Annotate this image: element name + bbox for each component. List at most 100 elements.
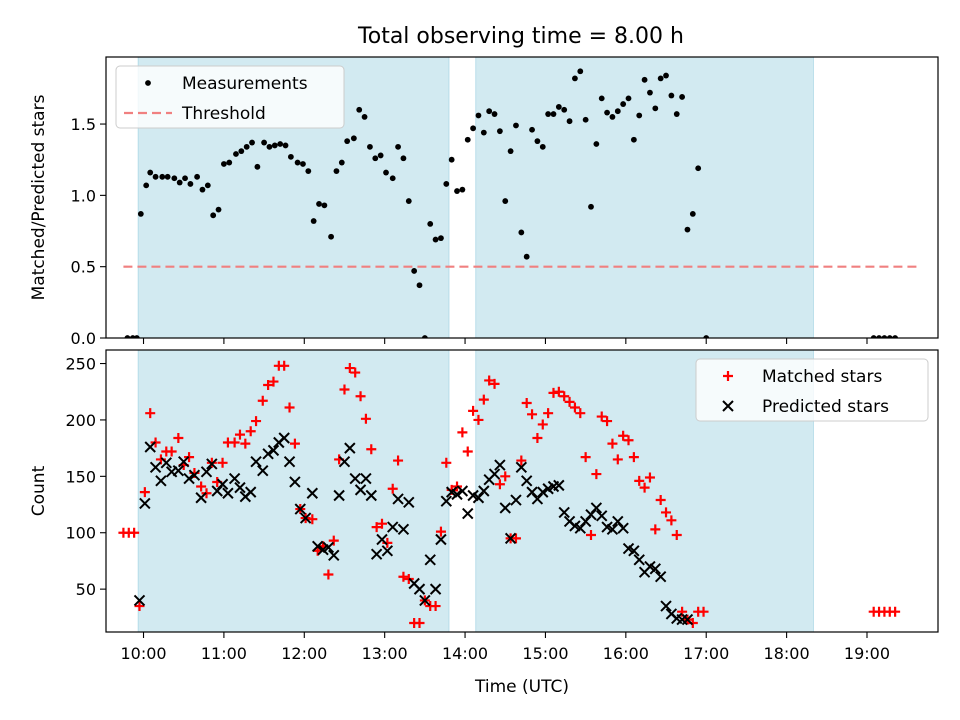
data-point [257, 395, 268, 406]
data-point [316, 201, 322, 207]
data-point [633, 554, 645, 566]
data-point [468, 405, 479, 416]
data-point [421, 335, 428, 338]
data-point [636, 112, 643, 119]
data-point [588, 203, 594, 210]
top-panel: 0.0 0.5 1.0 1.5 Matched/Predicted stars Measu… [29, 56, 939, 348]
data-point [322, 541, 335, 554]
data-point [376, 533, 388, 546]
data-point [566, 118, 573, 125]
data-point [188, 469, 201, 481]
x-tick-label: 16:00 [603, 644, 649, 663]
data-point [356, 106, 363, 113]
data-point [628, 545, 640, 557]
x-axis-label: Time (UTC) [474, 677, 569, 697]
data-point [660, 600, 672, 612]
data-point [534, 138, 541, 145]
data-point [349, 472, 361, 485]
data-point [673, 111, 680, 117]
data-point [663, 72, 669, 79]
data-point [634, 475, 645, 486]
data-point [607, 438, 618, 449]
data-point [553, 479, 565, 492]
data-point [338, 159, 345, 166]
data-point [448, 156, 455, 163]
data-point [703, 335, 710, 338]
data-point [623, 435, 634, 446]
data-point [365, 489, 377, 502]
data-point [457, 427, 468, 438]
data-point [183, 472, 195, 485]
data-point [462, 507, 474, 520]
data-point [435, 526, 446, 537]
data-point [221, 161, 227, 167]
data-point [419, 594, 431, 607]
data-point [199, 186, 206, 193]
data-point [625, 95, 632, 102]
bottom-panel: 50 100 150 200 250 10:00 11:00 12:00 13:00 14:00 1… [29, 349, 939, 697]
data-point [464, 136, 471, 143]
data-point [478, 394, 489, 405]
data-point [172, 464, 185, 477]
data-point [543, 408, 554, 419]
data-point [604, 109, 610, 116]
data-point [398, 571, 409, 582]
data-point [432, 236, 439, 243]
data-point [249, 139, 255, 146]
data-point [480, 129, 487, 136]
data-point [470, 125, 476, 132]
data-point [666, 515, 677, 526]
data-point [278, 432, 290, 444]
data-point [668, 92, 675, 99]
y-tick-label: 0.5 [71, 258, 96, 277]
legend-box [695, 358, 929, 422]
data-point [182, 175, 188, 182]
legend-label: Threshold [181, 104, 266, 124]
data-point [137, 211, 144, 217]
data-point [152, 173, 159, 180]
data-point [411, 268, 418, 274]
data-point [679, 94, 686, 100]
data-point [609, 114, 616, 120]
y-tick-label: 150 [65, 467, 96, 486]
data-point [561, 106, 568, 113]
data-point [245, 426, 256, 437]
data-point [328, 549, 340, 562]
data-point [537, 419, 548, 430]
chart-title: Total observing time = 8.00 h [357, 24, 684, 49]
data-point [585, 529, 596, 540]
data-point [529, 126, 535, 133]
x-tick-label: 14:00 [442, 644, 488, 663]
data-point [257, 464, 269, 477]
data-point [602, 416, 613, 427]
shaded-interval-1 [137, 350, 450, 632]
data-point [262, 448, 274, 460]
data-point [429, 583, 442, 595]
data-point [575, 408, 586, 419]
legend: Matched stars Predicted stars [695, 358, 929, 422]
x-tick-label: 11:00 [201, 644, 247, 663]
data-point [644, 472, 655, 483]
data-point [494, 459, 506, 471]
data-point [892, 335, 899, 338]
data-point [502, 198, 509, 204]
data-point [145, 408, 156, 419]
data-point [580, 452, 591, 463]
data-point [261, 139, 267, 146]
data-point [299, 512, 312, 524]
data-point [306, 487, 319, 499]
data-point [620, 101, 627, 107]
data-point [389, 175, 396, 182]
data-point [532, 432, 543, 443]
data-point [405, 198, 412, 204]
data-point [403, 496, 415, 508]
data-point [254, 163, 261, 170]
data-point [414, 617, 425, 628]
data-point [310, 218, 317, 224]
data-point [372, 155, 379, 162]
plot-area [118, 350, 901, 632]
data-point [596, 510, 608, 522]
data-point [513, 122, 519, 129]
data-point [217, 457, 228, 468]
data-point [684, 226, 691, 233]
